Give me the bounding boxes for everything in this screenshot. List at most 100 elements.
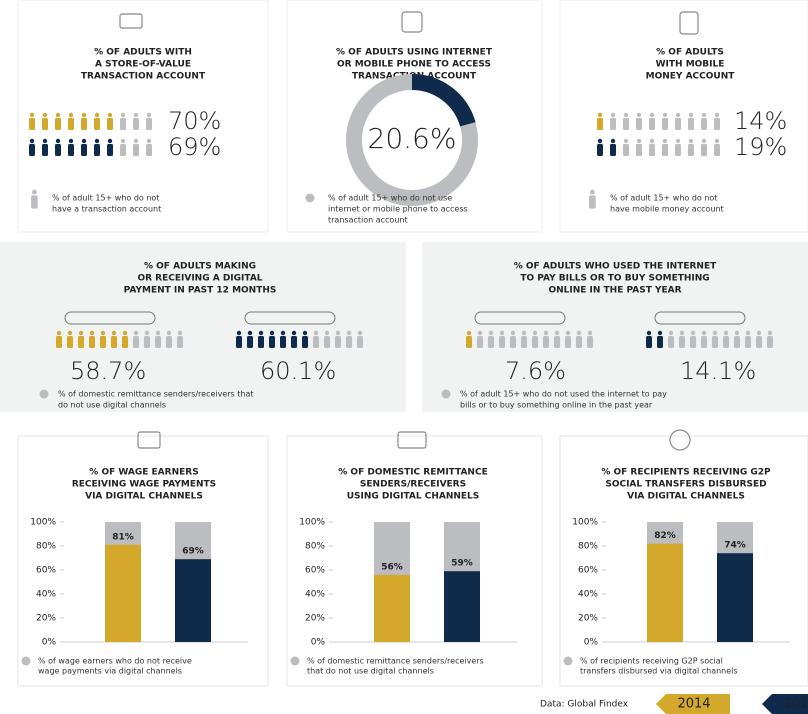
person-head xyxy=(646,330,652,336)
text-line: % of domestic remittance senders/receive… xyxy=(307,657,484,666)
person-head xyxy=(55,112,61,118)
person-body xyxy=(313,336,319,348)
person-head xyxy=(767,330,773,336)
value-label: 82% xyxy=(654,531,676,541)
person-head xyxy=(94,112,100,118)
person-body xyxy=(701,336,707,348)
text-line: % OF WAGE EARNERS xyxy=(89,468,198,478)
y-tick-label: 20% xyxy=(36,614,56,624)
source: Data: Global Findex xyxy=(540,700,629,710)
person-head xyxy=(146,138,152,144)
person-body xyxy=(67,336,73,348)
pictogram xyxy=(56,330,183,348)
person-body xyxy=(155,336,161,348)
text-line: do not use digital channels xyxy=(58,401,166,410)
text-line: % OF ADULTS WITH xyxy=(94,48,192,58)
y-tick-label: 100% xyxy=(572,518,598,528)
person-body xyxy=(543,336,549,348)
person-body xyxy=(111,336,117,348)
person-head xyxy=(745,330,751,336)
person-head xyxy=(499,330,505,336)
person-body xyxy=(146,118,152,130)
person-body xyxy=(29,118,35,130)
person-head xyxy=(55,138,61,144)
text-line: % OF ADULTS MAKING xyxy=(144,262,256,272)
person-body xyxy=(597,118,603,130)
person-head xyxy=(247,330,253,336)
person-body xyxy=(589,195,596,209)
value-label: 69% xyxy=(182,547,204,557)
y-tick-label: 40% xyxy=(305,590,325,600)
person-head xyxy=(554,330,560,336)
legend-dot xyxy=(290,656,300,666)
bar xyxy=(105,544,141,642)
person-body xyxy=(280,336,286,348)
person-body xyxy=(42,144,48,156)
person-head xyxy=(111,330,117,336)
person-head xyxy=(107,112,113,118)
text-line: that do not use digital channels xyxy=(307,667,434,676)
value-label: 14% xyxy=(734,107,787,135)
person-body xyxy=(31,195,38,209)
text-line: have a transaction account xyxy=(52,205,161,214)
person-head xyxy=(133,138,139,144)
value-label: 69% xyxy=(168,133,221,161)
person-body xyxy=(712,336,718,348)
legend-dot xyxy=(21,656,31,666)
legend-label: 2017 xyxy=(783,697,808,712)
person-head xyxy=(122,330,128,336)
person-body xyxy=(89,336,95,348)
person-body xyxy=(714,118,720,130)
person-body xyxy=(55,144,61,156)
person-head xyxy=(29,138,35,144)
person-body xyxy=(623,144,629,156)
person-head xyxy=(346,330,352,336)
text-line: PAYMENT IN PAST 12 MONTHS xyxy=(124,286,277,296)
person-body xyxy=(466,336,472,348)
value-label: 60.1% xyxy=(260,357,336,385)
person-head xyxy=(701,112,707,118)
person-body xyxy=(488,336,494,348)
person-head xyxy=(657,330,663,336)
person-body xyxy=(133,118,139,130)
panel-border xyxy=(286,0,543,233)
person-head xyxy=(565,330,571,336)
person-body xyxy=(756,336,762,348)
person-head xyxy=(649,112,655,118)
person-head xyxy=(31,189,37,195)
person-head xyxy=(623,112,629,118)
person-head xyxy=(68,112,74,118)
person-head xyxy=(81,138,87,144)
panel-border xyxy=(17,435,269,687)
person-head xyxy=(120,138,126,144)
person-body xyxy=(477,336,483,348)
bar xyxy=(374,574,410,642)
y-tick-label: 20% xyxy=(578,614,598,624)
person-head xyxy=(177,330,183,336)
person-head xyxy=(510,330,516,336)
person-head xyxy=(610,112,616,118)
person-head xyxy=(68,138,74,144)
person-body xyxy=(662,118,668,130)
text-line: % OF DOMESTIC REMITTANCE xyxy=(338,468,487,478)
person-body xyxy=(587,336,593,348)
person-head xyxy=(269,330,275,336)
person-body xyxy=(100,336,106,348)
person-body xyxy=(510,336,516,348)
person-body xyxy=(610,118,616,130)
pictogram xyxy=(646,330,773,348)
person-body xyxy=(646,336,652,348)
text-line: OR RECEIVING A DIGITAL xyxy=(137,274,262,284)
person-body xyxy=(657,336,663,348)
person-body xyxy=(146,144,152,156)
person-body xyxy=(81,118,87,130)
person-head xyxy=(649,138,655,144)
person-head xyxy=(597,138,603,144)
panel-border xyxy=(286,435,543,687)
pictogram xyxy=(597,112,720,130)
person-head xyxy=(166,330,172,336)
person-head xyxy=(714,112,720,118)
text-line: SENDERS/RECEIVERS xyxy=(360,480,466,490)
legend-swatch xyxy=(656,694,730,714)
